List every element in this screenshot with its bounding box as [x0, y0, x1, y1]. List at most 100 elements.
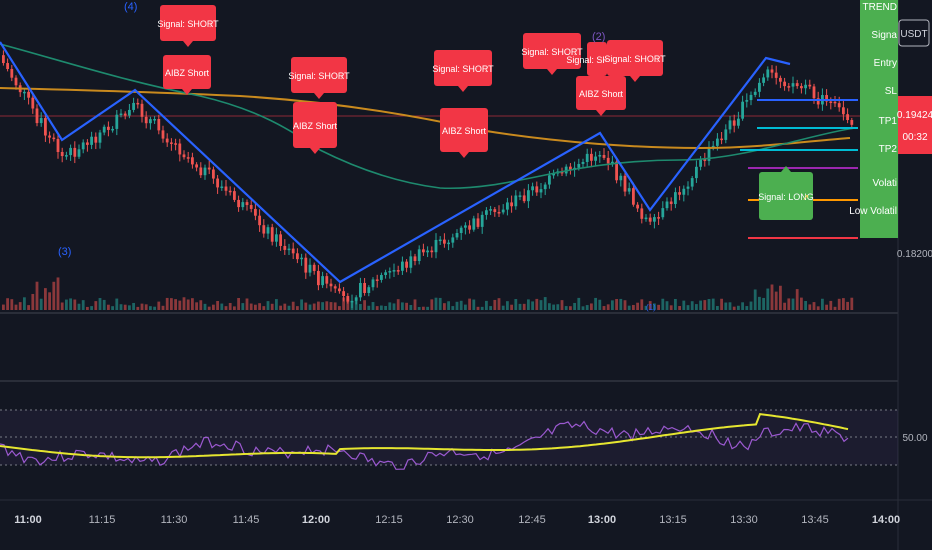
info-row-label: TREND — [863, 2, 897, 13]
volume-bar — [149, 306, 152, 310]
candle-body — [531, 186, 534, 191]
volume-bar — [447, 301, 450, 310]
volume-bar — [699, 300, 702, 310]
down-arrow-icon: ↓ — [208, 20, 212, 29]
candle-body — [6, 63, 9, 70]
signal-short-box[interactable]: AIBZ Short↓ — [440, 108, 488, 158]
candle-body — [737, 118, 740, 126]
candle-body — [837, 103, 841, 108]
candle-body — [14, 77, 18, 86]
volume-bar — [31, 293, 35, 310]
candle-body — [195, 164, 198, 168]
candle-body — [699, 158, 702, 167]
volume-bar — [560, 300, 564, 310]
candle-body — [258, 215, 261, 226]
candle-body — [182, 154, 186, 158]
volume-bar — [157, 301, 161, 310]
candle-body — [102, 126, 106, 133]
candle-body — [325, 276, 329, 284]
signal-short-box[interactable]: AIBZ Short↓ — [576, 76, 626, 116]
signal-short-box[interactable]: Signal: SHORT↓ — [288, 57, 350, 99]
signal-short-box[interactable]: Signal: SHORT↓ — [157, 5, 219, 47]
candle-body — [212, 169, 215, 179]
signal-short-box[interactable]: AIBZ Short↓ — [163, 55, 211, 95]
volume-bar — [161, 305, 165, 310]
candle-body — [396, 270, 400, 272]
signal-long-box[interactable]: Signal: LONG↗ — [758, 166, 814, 220]
price-pane[interactable] — [0, 0, 898, 312]
volume-bar — [506, 301, 509, 310]
info-row-label: Volati — [873, 178, 897, 189]
volume-bar — [98, 298, 102, 310]
volume-bar — [140, 303, 144, 310]
volume-bar — [791, 298, 795, 310]
candle-body — [598, 155, 602, 157]
volume-bar — [56, 277, 60, 310]
candle-body — [850, 120, 854, 125]
volume-bar — [795, 289, 799, 310]
volume-bar — [808, 304, 812, 310]
info-row-label: Low Volatil — [849, 206, 897, 217]
volume-bar — [60, 302, 64, 310]
volume-bar — [35, 281, 39, 310]
volume-bar — [527, 299, 530, 310]
volume-bar — [195, 302, 198, 310]
volume-bar — [216, 301, 219, 310]
currency-badge[interactable] — [898, 19, 930, 47]
volume-bar — [405, 302, 408, 310]
volume-bar — [338, 306, 341, 310]
volume-bar — [522, 303, 526, 310]
signal-text: Signal: LONG — [758, 192, 814, 202]
volume-bar — [430, 299, 434, 310]
candle-body — [527, 190, 530, 202]
rsi-pane-bg[interactable] — [0, 382, 898, 500]
volume-bar — [648, 301, 652, 310]
signal-short-box[interactable]: Signal: SHORT↓ — [604, 40, 666, 82]
candle-body — [497, 212, 501, 214]
volume-bar — [48, 292, 51, 310]
signal-short-box[interactable]: AIBZ Short↓ — [293, 102, 338, 154]
candle-body — [287, 248, 291, 251]
candle-body — [384, 272, 387, 276]
volume-bar — [623, 300, 627, 310]
down-arrow-icon: ↓ — [573, 48, 577, 57]
candle-body — [787, 86, 791, 88]
info-panel[interactable] — [860, 0, 898, 238]
candle-body — [627, 188, 631, 192]
candle-body — [535, 186, 539, 193]
volume-bar — [388, 302, 392, 310]
signal-short-box[interactable]: Signal: SHORT↓ — [521, 33, 583, 75]
volume-bar — [186, 299, 190, 310]
candle-body — [569, 166, 572, 171]
signal-text: AIBZ Short — [442, 126, 487, 136]
candle-body — [123, 113, 127, 116]
signal-labels: Signal: SHORT↓AIBZ Short↓ Signal: SHORT↓A… — [157, 5, 814, 220]
low-price-label: 0.18200 — [897, 249, 932, 260]
signal-short-box[interactable]: Signal: SHORT↓ — [432, 50, 494, 92]
candle-body — [686, 186, 690, 189]
volume-bar — [493, 299, 497, 310]
volume-bar — [81, 300, 85, 310]
candle-body — [363, 282, 366, 293]
candle-body — [522, 195, 526, 202]
signal-text: AIBZ Short — [165, 68, 210, 78]
down-arrow-icon: ↓ — [618, 90, 622, 99]
candle-body — [27, 91, 30, 98]
volume-bar — [732, 306, 736, 310]
last-price-label: 0.19424 — [897, 110, 932, 121]
candle-body — [191, 157, 194, 165]
time-axis[interactable]: 11:00 11:15 11:30 11:45 12:00 12:15 12:30 12:45… — [14, 514, 900, 526]
volume-bar — [434, 297, 438, 310]
candle-body — [438, 239, 442, 242]
volume-bar — [52, 281, 56, 310]
volume-bar — [199, 300, 203, 310]
candle-body — [312, 264, 316, 271]
volume-bar — [564, 306, 568, 310]
volume-bar — [724, 302, 728, 310]
volume-bar — [359, 304, 362, 310]
time-tick-label: 11:15 — [89, 514, 116, 526]
candle-body — [779, 77, 782, 82]
candle-body — [636, 204, 639, 209]
candle-body — [308, 264, 312, 273]
